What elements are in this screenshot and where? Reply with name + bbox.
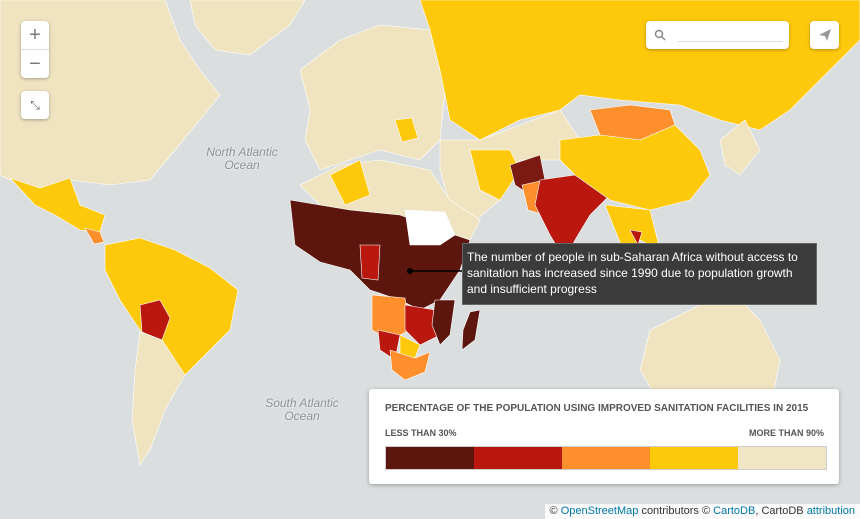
land-red	[139, 299, 171, 341]
land-red	[629, 229, 643, 246]
legend-low-label: LESS THAN 30%	[385, 428, 457, 438]
zoom-in[interactable]: +	[29, 23, 41, 46]
attribution-link[interactable]: OpenStreetMap	[560, 505, 639, 517]
search-box[interactable]	[646, 21, 789, 49]
legend-swatch	[650, 447, 738, 469]
land-beige	[131, 331, 186, 466]
share-button[interactable]	[810, 21, 839, 49]
share-icon	[818, 29, 831, 41]
land-dark	[431, 299, 456, 346]
annotation-leader	[407, 268, 462, 274]
ocean-label: North Atlantic Ocean	[192, 146, 292, 172]
legend-swatch	[474, 447, 562, 469]
land-red	[359, 244, 381, 281]
land-dark	[461, 309, 481, 351]
ocean-label-line: Ocean	[224, 158, 260, 172]
land-yellow	[9, 177, 106, 233]
legend: PERCENTAGE OF THE POPULATION USING IMPRO…	[369, 389, 839, 484]
land-white	[404, 209, 456, 246]
land	[0, 0, 860, 466]
search-icon	[654, 29, 666, 41]
legend-title: PERCENTAGE OF THE POPULATION USING IMPRO…	[385, 403, 809, 414]
legend-swatch	[562, 447, 650, 469]
leader-dot	[407, 268, 413, 274]
annotation: The number of people in sub-Saharan Afri…	[462, 243, 817, 305]
land-orange	[389, 349, 431, 381]
legend-swatch	[386, 447, 474, 469]
land-beige	[189, 0, 306, 56]
land-yellow	[604, 204, 661, 256]
attribution-text: , CartoDB	[755, 505, 804, 517]
legend-high-label: MORE THAN 90%	[748, 428, 824, 438]
search-input[interactable]	[678, 29, 783, 42]
ocean-label-line: North Atlantic	[206, 145, 278, 159]
attribution: © OpenStreetMap contributors © CartoDB, …	[544, 504, 860, 519]
attribution-text: contributors ©	[641, 505, 711, 517]
land-yellow	[104, 237, 239, 376]
land-beige	[299, 24, 446, 171]
land-yellow	[394, 117, 419, 143]
ocean-label: South Atlantic Ocean	[252, 397, 352, 423]
fullscreen-button[interactable]: ⤡	[21, 91, 49, 119]
land-yellow	[469, 149, 521, 201]
land-orange	[84, 227, 105, 245]
land-red	[404, 304, 441, 346]
legend-swatch	[738, 447, 826, 469]
ocean-label-line: Ocean	[284, 409, 320, 423]
land-beige	[719, 119, 761, 176]
zoom-controls: + −	[21, 21, 49, 78]
zoom-out[interactable]: −	[21, 49, 49, 78]
attribution-link[interactable]: attribution	[806, 505, 855, 517]
attribution-link[interactable]: CartoDB	[713, 505, 756, 517]
land-yellow	[329, 159, 371, 206]
land-yellow	[559, 124, 711, 211]
ocean-label-line: South Atlantic	[265, 396, 339, 410]
attribution-text: ©	[549, 505, 558, 517]
legend-bar	[385, 446, 827, 470]
